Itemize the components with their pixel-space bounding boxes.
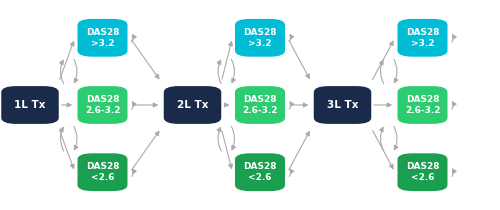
FancyBboxPatch shape xyxy=(235,86,285,124)
FancyBboxPatch shape xyxy=(314,86,371,124)
FancyBboxPatch shape xyxy=(398,153,448,191)
Text: DAS28
>3.2: DAS28 >3.2 xyxy=(406,28,440,48)
Text: DAS28
<2.6: DAS28 <2.6 xyxy=(243,162,277,182)
Text: DAS28
2.6-3.2: DAS28 2.6-3.2 xyxy=(242,95,278,115)
FancyBboxPatch shape xyxy=(1,86,59,124)
Text: 1L Tx: 1L Tx xyxy=(14,100,46,110)
FancyBboxPatch shape xyxy=(398,86,448,124)
FancyBboxPatch shape xyxy=(235,153,285,191)
FancyBboxPatch shape xyxy=(78,153,128,191)
Text: DAS28
<2.6: DAS28 <2.6 xyxy=(86,162,120,182)
FancyBboxPatch shape xyxy=(164,86,221,124)
FancyBboxPatch shape xyxy=(398,19,448,57)
Text: DAS28
>3.2: DAS28 >3.2 xyxy=(86,28,120,48)
FancyBboxPatch shape xyxy=(78,86,128,124)
Text: DAS28
<2.6: DAS28 <2.6 xyxy=(406,162,440,182)
Text: DAS28
2.6-3.2: DAS28 2.6-3.2 xyxy=(85,95,120,115)
Text: DAS28
2.6-3.2: DAS28 2.6-3.2 xyxy=(405,95,440,115)
FancyBboxPatch shape xyxy=(235,19,285,57)
Text: DAS28
>3.2: DAS28 >3.2 xyxy=(243,28,277,48)
Text: 2L Tx: 2L Tx xyxy=(177,100,208,110)
FancyBboxPatch shape xyxy=(78,19,128,57)
Text: 3L Tx: 3L Tx xyxy=(327,100,358,110)
